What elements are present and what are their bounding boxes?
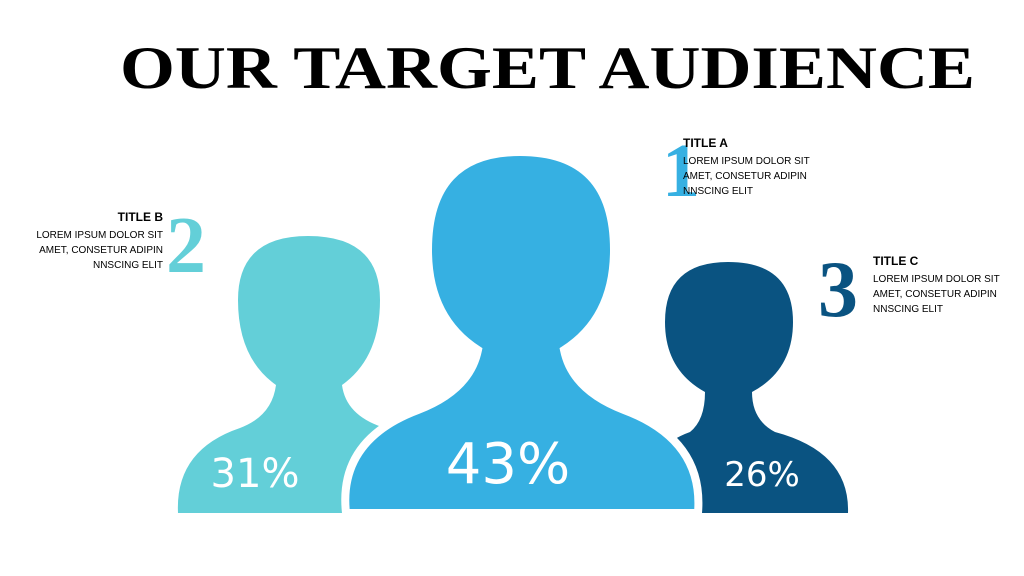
item-text-b: AMET, CONSETUR ADIPIN — [39, 245, 163, 256]
item-text-a: AMET, CONSETUR ADIPIN — [683, 171, 807, 182]
slide-title: OUR TARGET AUDIENCE — [120, 35, 975, 101]
item-text-b: NNSCING ELIT — [93, 260, 163, 271]
item-text-c: AMET, CONSETUR ADIPIN — [873, 289, 997, 300]
item-text-c: LOREM IPSUM DOLOR SIT — [873, 274, 1000, 285]
number-c: 3 — [818, 246, 858, 334]
item-title-c: TITLE C — [873, 254, 919, 268]
item-text-b: LOREM IPSUM DOLOR SIT — [36, 230, 163, 241]
item-title-a: TITLE A — [683, 136, 728, 150]
number-a: 1 — [662, 129, 700, 213]
number-b: 2 — [166, 202, 206, 290]
item-text-c: NNSCING ELIT — [873, 304, 943, 315]
person-a — [341, 147, 703, 517]
percent-b: 31% — [211, 451, 300, 497]
percent-a: 43% — [446, 432, 570, 497]
item-text-a: LOREM IPSUM DOLOR SIT — [683, 156, 810, 167]
item-title-b: TITLE B — [118, 210, 164, 224]
percent-c: 26% — [724, 455, 800, 495]
item-text-a: NNSCING ELIT — [683, 186, 753, 197]
